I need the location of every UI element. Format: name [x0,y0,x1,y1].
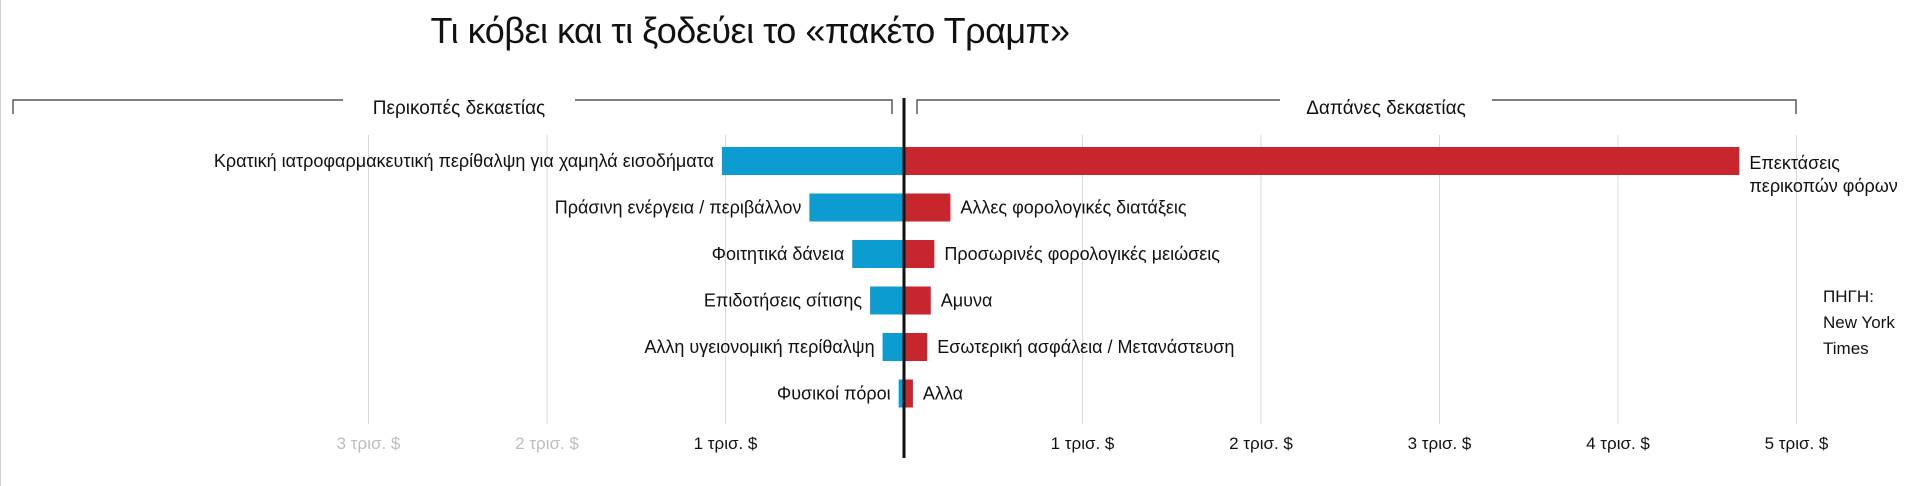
cut-bar [809,193,904,222]
spending-bar-label: Αμυνα [941,291,993,311]
cut-bar [898,379,904,408]
spending-bar [904,379,913,408]
spending-bar [904,286,931,315]
cut-bar-label: Πράσινη ενέργεια / περιβάλλον [555,198,802,218]
source-note: ΠΗΓΗ: New York Times [1823,284,1913,362]
group-heading: Περικοπές δεκαετίας [373,98,545,119]
source-name: New York Times [1823,313,1895,358]
frame-edge [0,0,1,486]
cut-bar [852,240,904,268]
tick-label: 5 τρισ. $ [1765,434,1829,453]
cut-bar [882,333,904,361]
spending-bar [904,240,935,268]
group-bracket [12,99,893,114]
spending-bar-label: Προσωρινές φορολογικές μειώσεις [944,244,1220,264]
tick-label: 1 τρισ. $ [694,434,758,453]
chart-title: Τι κόβει και τι ξοδεύει το «πακέτο Τραμπ… [430,10,1071,51]
tick-label: 2 τρισ. $ [1229,434,1293,453]
cut-bar-label: Αλλη υγειονομική περίθαλψη [644,337,874,357]
cut-bar-label: Κρατική ιατροφαρμακευτική περίθαλψη για … [214,151,714,171]
group-heading: Δαπάνες δεκαετίας [1306,98,1466,119]
spending-bar-label: Εσωτερική ασφάλεια / Μετανάστευση [937,337,1234,357]
tick-label: 4 τρισ. $ [1586,434,1650,453]
source-label: ΠΗΓΗ: [1823,287,1874,306]
spending-bar [904,147,1740,175]
cut-bar-label: Φυσικοί πόροι [777,384,891,404]
cut-bar-label: Φοιτητικά δάνεια [712,244,845,264]
spending-bar-label: Αλλα [923,384,963,404]
group-bracket [916,99,1797,114]
cut-bar-label: Επιδοτήσεις σίτισης [704,291,862,311]
tick-label: 3 τρισ. $ [337,434,401,453]
spending-bar [904,333,928,361]
spending-bar-label: Επεκτάσεις περικοπών φόρων [1749,153,1897,196]
spending-bar-label: Αλλες φορολογικές διατάξεις [960,198,1187,218]
cut-bar [870,286,904,315]
tick-label: 2 τρισ. $ [515,434,579,453]
tick-label: 3 τρισ. $ [1408,434,1472,453]
tick-label: 1 τρισ. $ [1051,434,1115,453]
cut-bar [721,147,904,175]
spending-bar [904,193,951,222]
